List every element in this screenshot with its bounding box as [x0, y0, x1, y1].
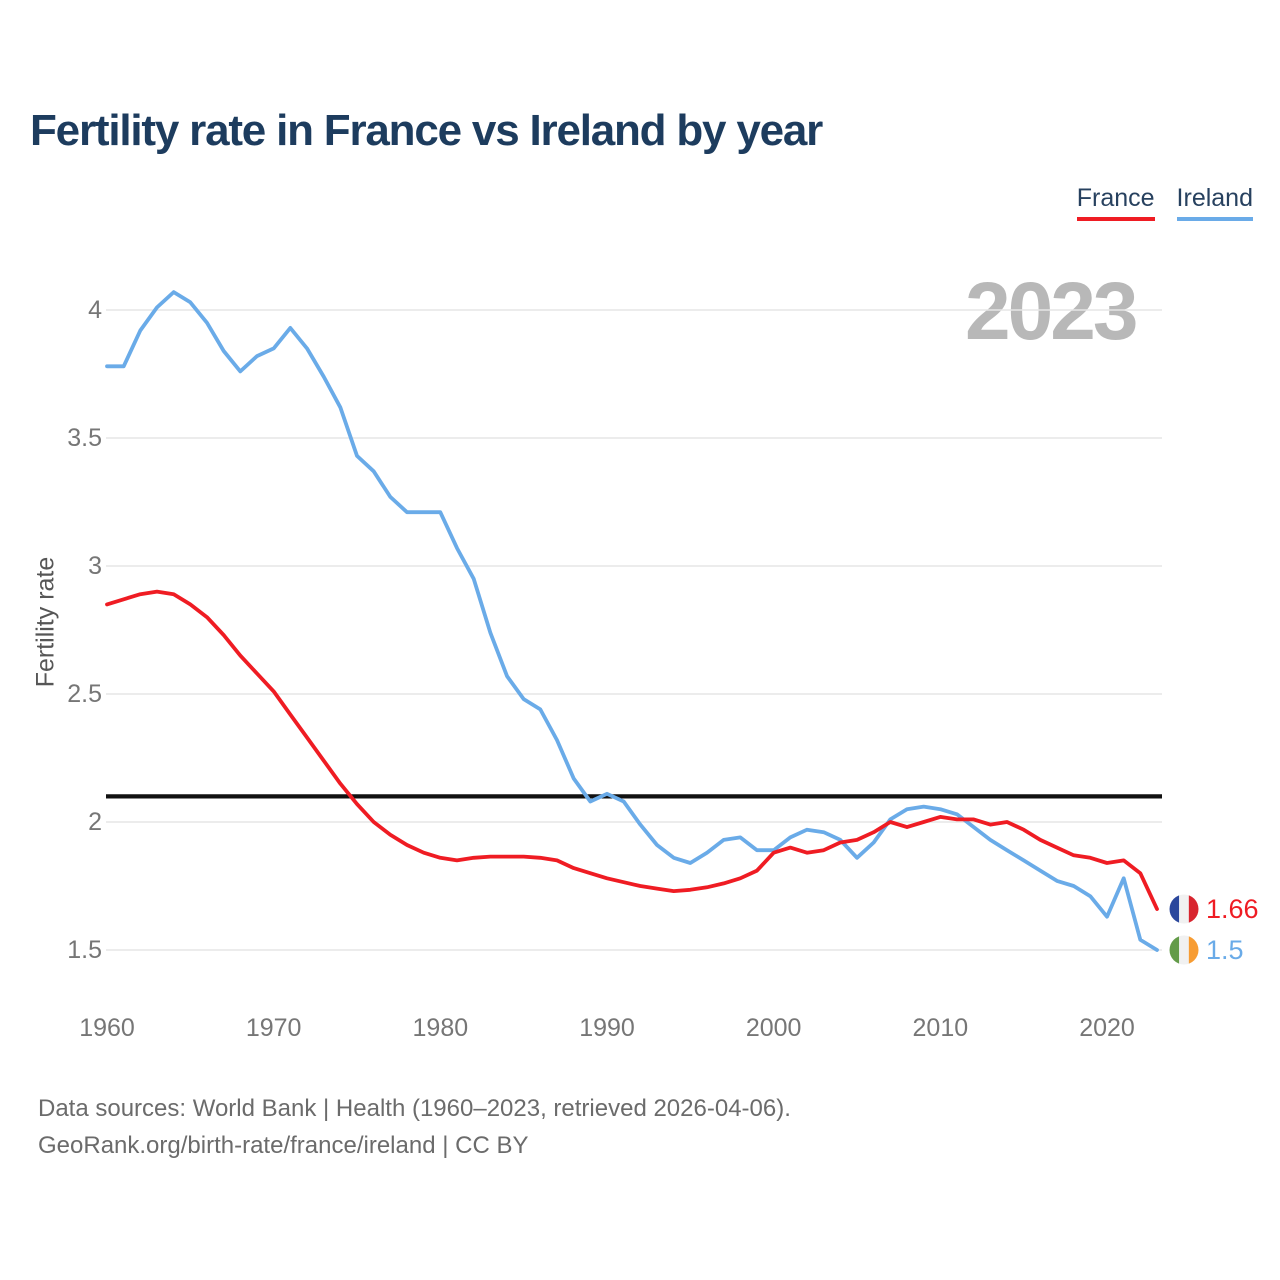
- footer-attribution-link[interactable]: GeoRank.org/birth-rate/france/ireland | …: [38, 1132, 529, 1159]
- footer-data-sources: Data sources: World Bank | Health (1960–…: [38, 1095, 791, 1122]
- ireland-line-series[interactable]: [105, 290, 1159, 952]
- footer: Data sources: World Bank | Health (1960–…: [38, 1090, 791, 1164]
- x-tick-label: 1970: [245, 1014, 302, 1042]
- legend-item-ireland[interactable]: Ireland: [1176, 184, 1253, 221]
- flag-stripe: [1169, 935, 1180, 965]
- x-tick-label: 2020: [1079, 1014, 1135, 1042]
- y-tick-label: 3.5: [67, 424, 102, 452]
- x-tick-label: 1990: [579, 1014, 635, 1042]
- flag-stripe: [1169, 894, 1180, 924]
- y-tick-label: 4: [88, 296, 102, 324]
- chart-title: Fertility rate in France vs Ireland by y…: [30, 106, 823, 155]
- ireland-flag-icon: [1169, 935, 1199, 965]
- france-line-series[interactable]: [105, 589, 1159, 911]
- france-end-value: 1.66: [1206, 894, 1259, 925]
- year-watermark: 2023: [965, 266, 1138, 357]
- y-tick-label: 3: [88, 552, 102, 580]
- x-tick-label: 2010: [912, 1014, 969, 1042]
- legend-item-france[interactable]: France: [1076, 184, 1155, 221]
- flag-stripe: [1179, 935, 1189, 965]
- x-tick-label: 2000: [745, 1014, 802, 1042]
- x-tick-label: 1980: [412, 1014, 469, 1042]
- x-tick-label: 1960: [79, 1014, 135, 1042]
- y-tick-label: 2.5: [67, 680, 102, 708]
- flag-stripe: [1188, 894, 1199, 924]
- france-flag-icon: [1169, 894, 1199, 924]
- ireland-end-value: 1.5: [1206, 935, 1244, 965]
- y-tick-label: 1.5: [67, 936, 102, 964]
- flag-stripe: [1188, 935, 1199, 965]
- legend: France Ireland: [0, 184, 1253, 221]
- y-tick-label: 2: [88, 808, 102, 836]
- flag-stripe: [1179, 894, 1189, 924]
